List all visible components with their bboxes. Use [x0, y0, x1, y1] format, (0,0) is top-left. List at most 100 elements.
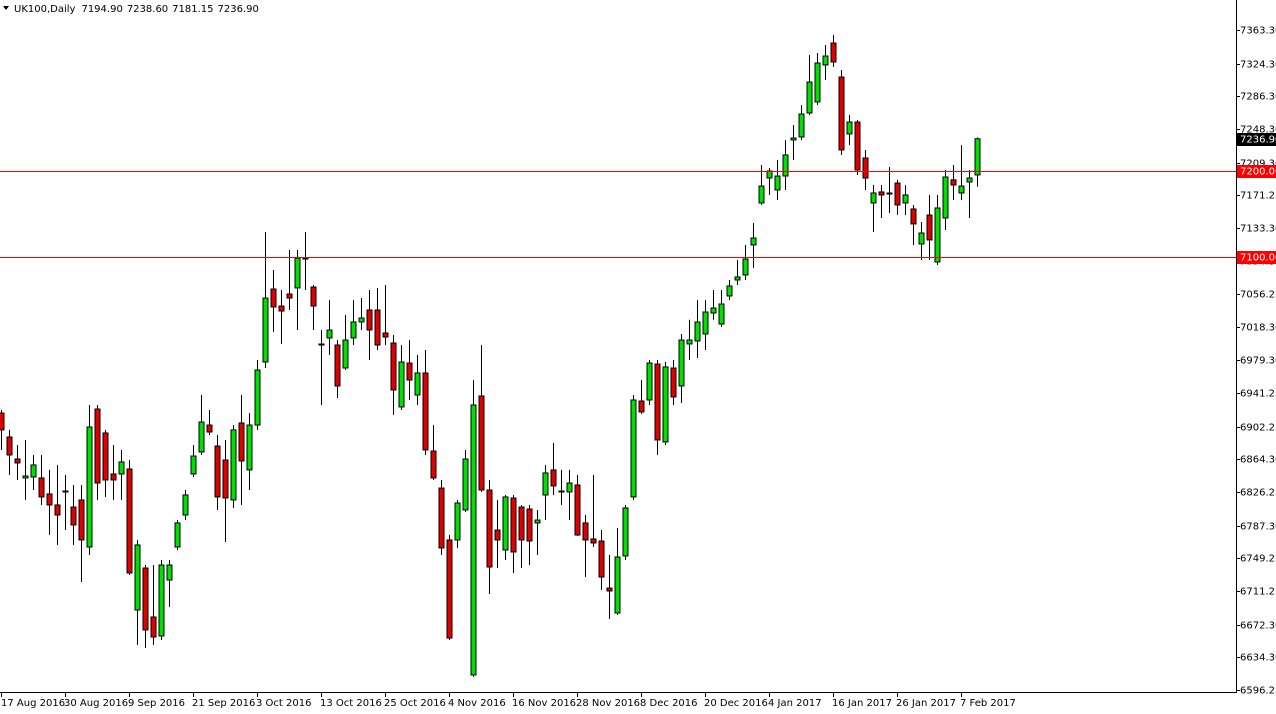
candle-body [710, 307, 717, 314]
x-tick-label: 13 Oct 2016 [320, 698, 382, 709]
x-tick-label: 17 Aug 2016 [1, 698, 65, 709]
y-tick-label: 7171.25 [1240, 191, 1276, 202]
candle-body [590, 538, 597, 544]
candle-body [390, 342, 397, 391]
candle-body [806, 81, 813, 114]
candle-body [582, 522, 589, 541]
header-low: 7181.15 [172, 4, 213, 15]
candle-body [718, 303, 725, 325]
candle-body [494, 529, 501, 541]
candle-body [238, 422, 245, 462]
candle-body [262, 297, 269, 363]
candle-body [870, 192, 877, 204]
candle-body [230, 429, 237, 501]
candle-body [550, 469, 557, 487]
candle-body [662, 366, 669, 443]
candle-body [558, 490, 565, 493]
candle-body [134, 544, 141, 611]
candle-body [62, 490, 69, 493]
x-tick-label: 26 Jan 2017 [896, 698, 956, 709]
candle-body [366, 309, 373, 331]
candle-body [486, 489, 493, 568]
y-tick-label: 6749.25 [1240, 554, 1276, 565]
candle-body [862, 157, 869, 179]
candle-body [934, 207, 941, 263]
candle-body [886, 192, 893, 195]
candle-body [830, 42, 837, 63]
candle-body [246, 424, 253, 471]
y-tick-label: 6864.30 [1240, 455, 1276, 466]
header-open: 7194.90 [81, 4, 122, 15]
y-tick-label: 7056.25 [1240, 290, 1276, 301]
candle-body [350, 321, 357, 339]
y-tick-label: 6672.30 [1240, 621, 1276, 632]
y-tick-label: 6787.30 [1240, 522, 1276, 533]
x-tick-label: 7 Feb 2017 [960, 698, 1016, 709]
y-tick-label: 6596.25 [1240, 686, 1276, 697]
level-label-box [1237, 251, 1276, 264]
candle-body [702, 311, 709, 335]
y-tick-label: 6634.30 [1240, 653, 1276, 664]
y-tick-label: 7018.30 [1240, 323, 1276, 334]
x-tick-label: 4 Jan 2017 [768, 698, 822, 709]
candle-body [182, 494, 189, 516]
candle-body [534, 519, 541, 524]
candle-body [454, 502, 461, 541]
candle-body [622, 507, 629, 557]
candle-body [302, 257, 309, 260]
candle-body [22, 475, 29, 479]
candle-body [158, 564, 165, 637]
candle-body [510, 497, 517, 553]
candle-body [126, 468, 133, 574]
candle-body [206, 424, 213, 433]
y-tick-label: 7133.30 [1240, 224, 1276, 235]
x-tick-label: 16 Jan 2017 [832, 698, 892, 709]
x-tick-label: 21 Sep 2016 [192, 698, 255, 709]
candle-body [110, 473, 117, 481]
x-tick-label: 28 Nov 2016 [576, 698, 640, 709]
candle-body [446, 539, 453, 639]
candle-body [438, 487, 445, 549]
candle-body [294, 257, 301, 289]
candle-body [430, 450, 437, 479]
candle-body [6, 436, 13, 456]
candle-body [174, 522, 181, 548]
candle-body [742, 258, 749, 276]
candle-body [822, 55, 829, 66]
candle-body [670, 367, 677, 398]
candle-body [902, 194, 909, 204]
candle-body [358, 317, 365, 323]
last-price-box [1237, 133, 1276, 146]
candle-body [414, 372, 421, 396]
candle-body [214, 445, 221, 498]
candle-body [406, 362, 413, 381]
candle-body [14, 458, 21, 464]
candle-body [734, 276, 741, 281]
candle-body [974, 138, 981, 176]
candle-body [950, 179, 957, 186]
candle-body [310, 286, 317, 307]
candle-body [894, 182, 901, 206]
candle-body [678, 339, 685, 387]
candle-body [326, 329, 333, 339]
header-close: 7236.90 [218, 4, 259, 15]
y-tick-label: 6711.25 [1240, 587, 1276, 598]
candle-body [334, 344, 341, 387]
candle-body [462, 458, 469, 511]
candle-body [542, 472, 549, 496]
candle-body [614, 556, 621, 614]
candle-body [750, 237, 757, 246]
candle-body [0, 412, 5, 431]
candle-body [942, 176, 949, 219]
candle-body [86, 426, 93, 548]
header-arrow [3, 6, 9, 10]
candle-body [94, 408, 101, 484]
candle-body [270, 288, 277, 308]
candle-body [574, 484, 581, 536]
candle-body [854, 121, 861, 171]
candle-body [342, 339, 349, 369]
level-label-box [1237, 165, 1276, 178]
candle-body [46, 493, 53, 506]
candle-body [694, 321, 701, 342]
